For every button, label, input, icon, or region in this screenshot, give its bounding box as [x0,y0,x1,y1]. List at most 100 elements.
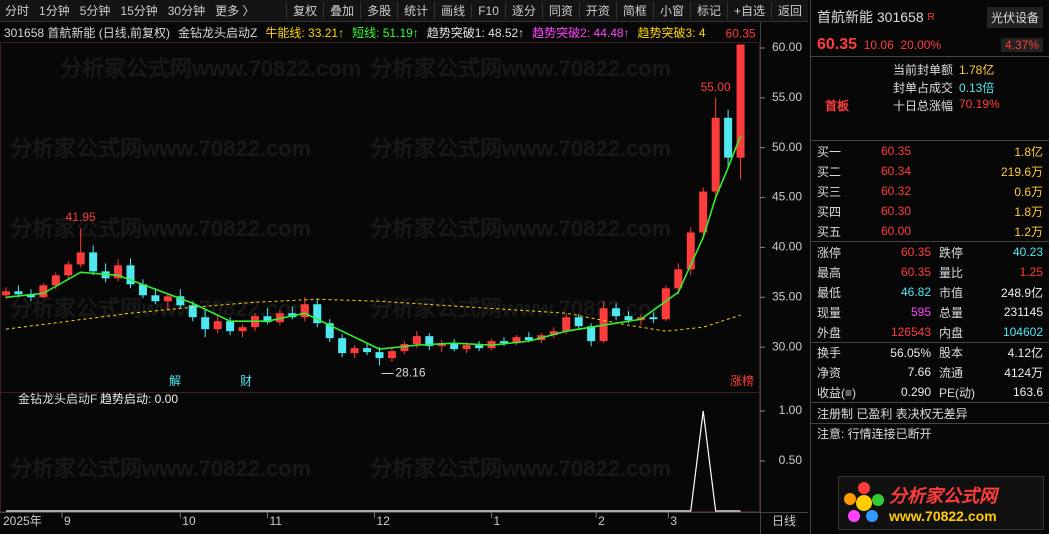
candle-body [686,232,695,270]
stat-value: 40.23 [1012,245,1043,259]
tool-button[interactable]: 标记 [689,2,727,19]
candle-body [711,117,720,192]
indicator-value: 趋势突破2: 44.48↑ [532,26,630,40]
y-tick-label: 0.50 [779,453,803,467]
candle-body [226,321,235,332]
candle-body [2,291,10,296]
indicator-value: 牛能线: 33.21↑ [265,26,345,40]
candle-body [263,316,272,323]
stat-value: 163.6 [1012,385,1043,399]
logo-url: www.70822.com [889,508,997,524]
candle-body [537,335,546,341]
stat-row: 换手 56.05% 股本 4.12亿 [811,342,1049,362]
order-volume: 219.6万 [1000,164,1043,179]
toolbar: 分时 1分钟 5分钟 15分钟 30分钟 更多 〉 复权 叠加 多股 统计 画线 F10 逐分 同资 开资简… [0,0,808,22]
tool-button[interactable]: 返回 [770,2,808,19]
candle-body [26,294,35,298]
candle-body [101,271,110,279]
quote-panel: 首航新能 301658 R 光伏设备 60.35 10.06 20.00% 4.37… [810,0,1049,534]
stat-row: 最高 60.35 量比 1.25 [811,262,1049,282]
x-tick-label: 2 [598,514,605,528]
y-tick-label: 30.00 [772,339,802,353]
stat-value: 4.12亿 [1007,346,1043,360]
candle-body [338,338,347,354]
tool-button[interactable]: 画线 [434,2,471,19]
note: 注意: 行情连接已断开 [811,423,1049,443]
stat-value: 0.290 [900,385,931,399]
year-label: 2025年 [3,514,42,528]
seal-label: 十日总涨幅 [892,99,953,113]
stat-value: 595 [910,305,931,319]
sub-status: 趋势启动: 0.00 [100,392,178,406]
indicator-line [5,135,742,350]
sub-frame [0,392,760,512]
tool-button[interactable]: 多股 [360,2,397,19]
stat-label: 最低 [817,285,842,300]
candle-body [724,117,733,158]
order-volume: 1.2万 [1014,224,1043,239]
notes: 注册制 已盈利 表决权无差异 注意: 行情连接已断开 [811,402,1049,443]
board: 首板 [825,99,850,113]
stat-row: 净资 7.66 流通 4124万 [811,362,1049,382]
annotation: 28.16 [396,366,426,380]
x-tick-label: 11 [269,514,282,528]
candle-body [574,317,583,327]
seal-label: 封单占成交 [892,81,953,95]
tab[interactable]: 更多 〉 [215,4,255,18]
tool-button[interactable]: +自选 [726,2,771,19]
stat-label: 现量 [817,305,842,320]
info-bar: 301658 首航新能 (日线,前复权) 金钻龙头启动Z 牛能线: 33.21↑ 短线… [4,24,754,42]
tool-button[interactable]: 统计 [397,2,434,19]
watermark: 分析家公式网www.70822.com [370,456,671,481]
tool-button[interactable]: 叠加 [323,2,360,19]
order-label: 买三 [817,184,842,199]
tool-button[interactable]: 复权 [286,2,323,19]
y-tick-label: 45.00 [772,190,802,204]
marker: 财 [240,374,252,388]
candle-body [64,264,73,276]
candle-body [387,351,396,359]
stat-value: 4124万 [1004,365,1043,380]
tool-button[interactable]: 同资 [541,2,579,19]
stat-row: 现量 595 总量 231145 [811,302,1049,322]
stat-value: 248.9亿 [1000,285,1043,300]
stat-label: 内盘 [939,325,964,340]
watermark: 分析家公式网www.70822.com [10,216,311,241]
x-tick-label: 1 [494,514,501,528]
indicator-value: 趋势突破1: 48.52↑ [426,26,525,40]
tool-button[interactable]: 简框 [615,2,653,19]
order-volume: 1.8亿 [1014,144,1043,159]
tab[interactable]: 分时 [5,4,30,18]
stat-label: 净资 [817,365,842,380]
order-row: 买三 60.32 0.6万 [811,181,1049,201]
tool-button[interactable]: 开资 [578,2,616,19]
candle-body [636,317,645,321]
tool-button[interactable]: 逐分 [504,2,542,19]
y-tick-label: 35.00 [772,289,802,303]
order-row: 买一 60.35 1.8亿 [811,141,1049,161]
stats: 涨停 60.35 跌停 40.23 最高 60.35 量比 1.25 最低 46.82 市值 248.… [811,241,1049,402]
main-frame [0,42,760,393]
tab[interactable]: 15分钟 [120,4,158,18]
stock-code: 301658 [876,9,924,25]
candle-body [288,313,297,318]
marker: 解 [169,374,181,388]
candle-body [76,252,85,265]
watermark: 分析家公式网www.70822.com [370,136,671,161]
stat-label: 换手 [817,346,842,360]
sector[interactable]: 光伏设备 [986,6,1043,28]
candle-body [201,317,210,330]
seal-value: 0.13倍 [959,81,995,95]
candle-body [300,304,309,318]
tab[interactable]: 5分钟 [79,4,111,18]
tab[interactable]: 30分钟 [167,4,206,18]
tool-button[interactable]: F10 [471,3,505,18]
stat-value: 60.35 [900,245,931,259]
seal-row: 封单占成交 0.13倍 [811,79,1049,97]
tool-button[interactable]: 小窗 [652,2,690,19]
candle-body [313,304,322,324]
tab[interactable]: 1分钟 [39,4,70,18]
watermark: 分析家公式网www.70822.com [370,216,671,241]
stat-value: 60.35 [900,265,931,279]
candle-body [151,295,160,302]
